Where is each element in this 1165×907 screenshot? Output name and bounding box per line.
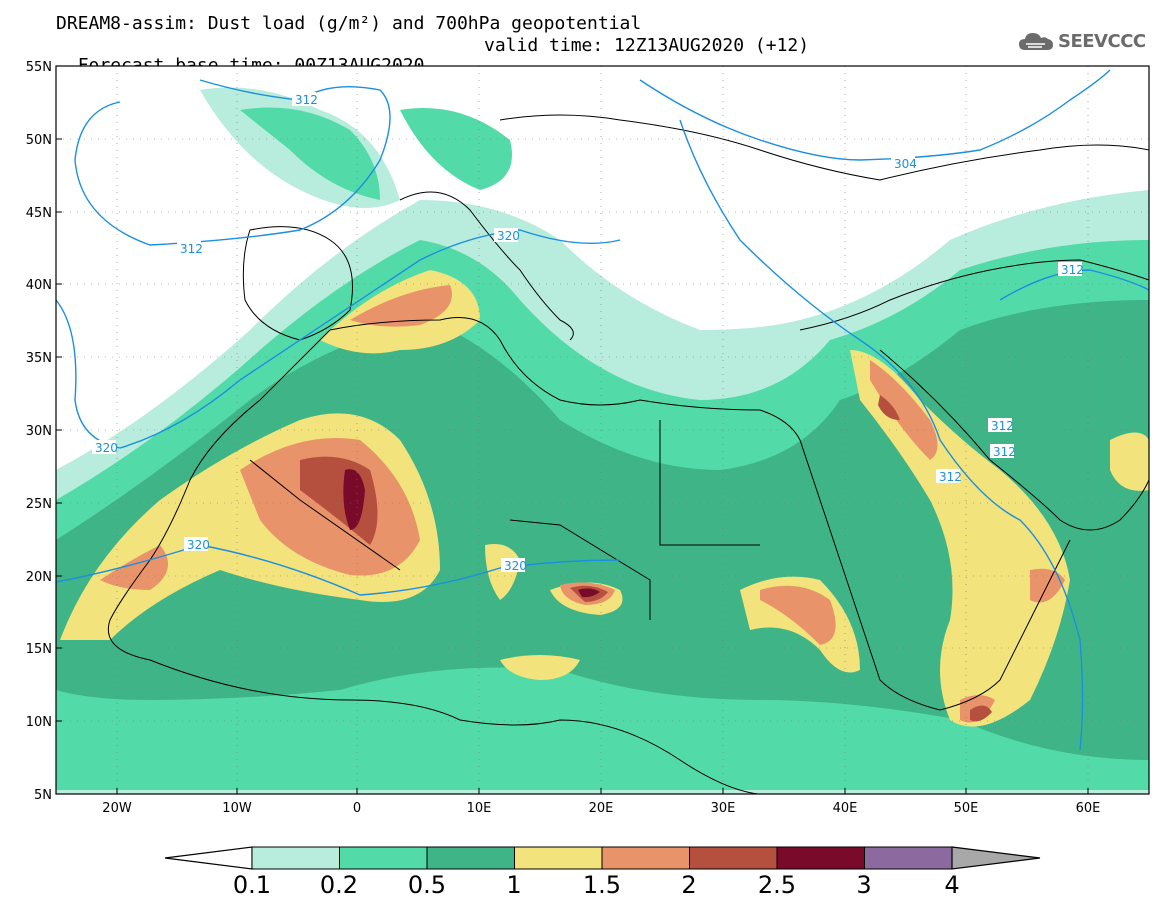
lat-label: 30N [26,424,52,439]
lat-label: 15N [26,642,52,657]
contour-label: 320 [92,440,118,455]
svg-text:320: 320 [504,559,527,573]
colorbar-label: 1 [506,871,521,899]
contour-label: 312 [988,418,1014,433]
colorbar-swatch [339,846,428,870]
colorbar-label: 0.1 [233,871,271,899]
valid-time-text: valid time: 12Z13AUG2020 (+12) [484,35,810,56]
contour-label: 320 [501,558,527,573]
coastlines [108,114,1149,794]
lat-label: 50N [26,133,52,148]
svg-text:320: 320 [95,441,118,455]
colorbar-swatch [864,846,953,870]
colorbar-low-arrow [164,846,253,870]
contour-label: 312 [292,92,318,107]
contour-label: 312 [177,241,203,256]
colorbar-label: 4 [944,871,959,899]
gridlines [56,66,1149,794]
lon-label: 20E [589,801,614,816]
colorbar-swatch [776,846,865,870]
colorbar-label: 0.5 [408,871,446,899]
contour-labels: 312 312 320 320 320 320 304 312 312 312 … [92,92,1084,573]
lon-label: 10W [222,801,252,816]
lat-label: 35N [26,351,52,366]
svg-text:312: 312 [939,470,962,484]
contour-label: 312 [1058,262,1084,277]
svg-text:304: 304 [894,157,917,171]
svg-text:320: 320 [497,229,520,243]
colorbar-high-arrow [951,846,1041,870]
tick-marks [56,65,1089,794]
latitude-labels: 55N 50N 45N 40N 35N 30N 25N 20N 15N 10N … [26,60,52,803]
lon-label: 0 [353,801,361,816]
lat-label: 40N [26,278,52,293]
lat-label: 25N [26,497,52,512]
logo-text: SEEVCCC [1058,30,1146,52]
map-title: DREAM8-assim: Dust load (g/m²) and 700hP… [56,13,642,34]
colorbar-swatch [514,846,603,870]
colorbar: 0.1 0.2 0.5 1 1.5 2 2.5 3 4 [164,846,1041,899]
lat-label: 20N [26,570,52,585]
dust-fields [56,87,1149,794]
lat-label: 45N [26,206,52,221]
lon-label: 60E [1076,801,1101,816]
contour-label: 312 [936,469,962,484]
lon-label: 30E [711,801,736,816]
lat-label: 10N [26,715,52,730]
contour-label: 312 [990,444,1016,459]
seevccc-logo: SEEVCCC [1018,28,1146,54]
lon-label: 20W [102,801,132,816]
svg-text:312: 312 [993,445,1016,459]
svg-text:312: 312 [180,242,203,256]
longitude-labels: 20W 10W 0 10E 20E 30E 40E 50E 60E [102,801,1100,816]
lat-label: 55N [26,60,52,75]
lon-label: 40E [833,801,858,816]
svg-text:312: 312 [295,93,318,107]
colorbar-swatch [601,846,690,870]
contour-label: 304 [891,156,917,171]
svg-text:320: 320 [187,538,210,552]
lon-label: 10E [467,801,492,816]
lon-label: 50E [954,801,979,816]
lat-label: 5N [34,788,52,803]
cloud-icon [1019,33,1053,50]
colorbar-label: 2 [681,871,696,899]
contour-label: 320 [494,228,520,243]
contour-label: 320 [184,537,210,552]
colorbar-swatch [426,846,515,870]
colorbar-label: 0.2 [320,871,358,899]
svg-text:312: 312 [1061,263,1084,277]
colorbar-label: 1.5 [583,871,621,899]
colorbar-swatches [251,846,953,870]
colorbar-label: 2.5 [758,871,796,899]
colorbar-label: 3 [856,871,871,899]
colorbar-swatch [689,846,778,870]
colorbar-swatch [251,846,340,870]
svg-text:312: 312 [991,419,1014,433]
